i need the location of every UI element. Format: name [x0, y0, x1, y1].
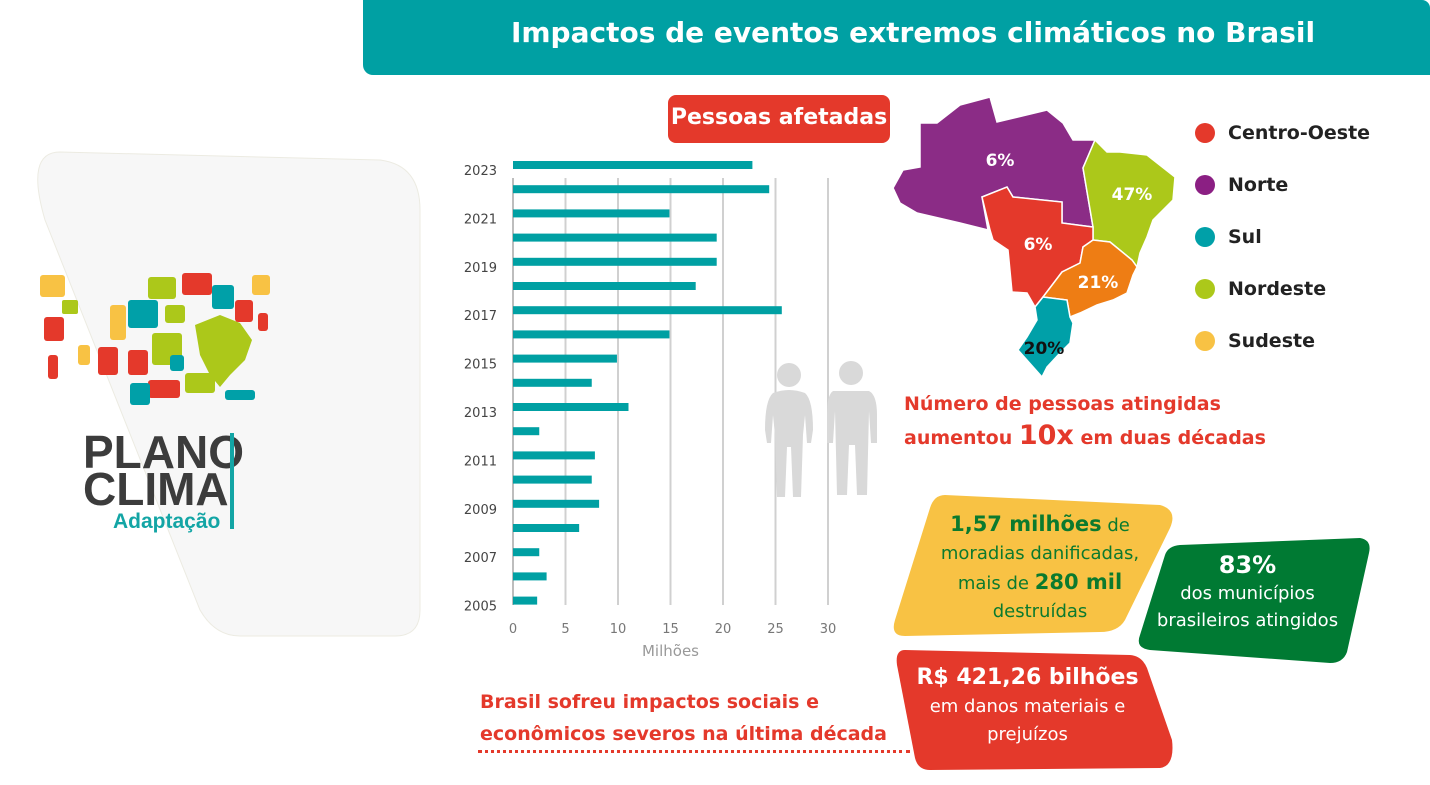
y-tick-label: 2013 [464, 406, 497, 421]
legend-label: Nordeste [1228, 278, 1327, 300]
damages-amount: R$ 421,26 bilhões [916, 665, 1139, 690]
summary-text: Brasil sofreu impactos sociais e econômi… [480, 686, 887, 750]
bar-2016 [513, 330, 670, 339]
chart-badge: Pessoas afetadas [668, 95, 890, 143]
bar-2013 [513, 403, 629, 411]
x-tick-label: 0 [509, 622, 517, 637]
bar-2005 [513, 596, 538, 605]
housing-text-4: destruídas [992, 601, 1088, 622]
legend-swatch [1195, 175, 1215, 195]
plano-clima-logo: PLANO CLIMA Adaptação [20, 255, 290, 535]
bar-2007 [513, 548, 540, 557]
bar-2014 [513, 378, 592, 387]
bar-2019 [513, 257, 717, 266]
legend-label: Norte [1228, 174, 1289, 196]
y-tick-label: 2019 [464, 261, 497, 276]
municipalities-text-2: brasileiros atingidos [1156, 610, 1339, 631]
bar-2015 [513, 354, 617, 363]
x-tick-label: 20 [715, 622, 732, 637]
summary-line1: Brasil sofreu impactos sociais e [480, 691, 819, 713]
bar-2009 [513, 499, 600, 508]
bar-2012 [513, 427, 540, 436]
legend-swatch [1195, 279, 1215, 299]
damages-text-1: em danos materiais e [929, 696, 1126, 717]
x-axis-label: Milhões [642, 642, 699, 660]
legend-label: Sudeste [1228, 330, 1315, 352]
people-note-pre: aumentou [904, 427, 1019, 449]
y-tick-label: 2015 [464, 358, 497, 373]
housing-text-3: mais de [957, 573, 1035, 594]
x-tick-label: 30 [820, 622, 837, 637]
x-tick-label: 5 [561, 622, 569, 637]
bar-2021 [513, 209, 670, 218]
housing-text-1: de [1101, 515, 1130, 536]
logo-plano: PLANO [83, 426, 244, 478]
damages-card: R$ 421,26 bilhões em danos materiais e p… [900, 663, 1155, 749]
logo-clima: CLIMA [83, 463, 229, 515]
x-tick-label: 25 [767, 622, 784, 637]
municipalities-card-shape [1138, 538, 1370, 663]
people-note-multiplier: 10x [1018, 420, 1074, 451]
legend-label: Centro-Oeste [1228, 122, 1371, 144]
people-note-line1: Número de pessoas atingidas [904, 393, 1221, 415]
housing-card-shape [893, 495, 1173, 636]
globe-logo-icon [40, 273, 270, 405]
y-tick-label: 2007 [464, 551, 497, 566]
legend-item-centro-oeste: Centro-Oeste [1195, 122, 1370, 144]
page-title: Impactos de eventos extremos climáticos … [510, 16, 1316, 49]
bar-2018 [513, 282, 696, 290]
housing-text-2: moradias danificadas, [940, 543, 1140, 564]
people-note-line2: aumentou 10x em duas décadas [904, 420, 1266, 454]
legend-item-nordeste: Nordeste [1195, 278, 1326, 300]
bar-2017 [513, 306, 782, 315]
bar-2010 [513, 475, 592, 484]
bar-2008 [513, 524, 580, 532]
legend-swatch [1195, 123, 1215, 143]
logo-adaptacao: Adaptação [113, 510, 221, 533]
people-note-post: em duas décadas [1073, 427, 1266, 449]
municipalities-card: 83% dos municípios brasileiros atingidos [1140, 550, 1355, 634]
housing-destroyed-count: 280 mil [1034, 570, 1123, 594]
legend-swatch [1195, 227, 1215, 247]
people-note: Número de pessoas atingidas aumentou 10x… [904, 388, 1266, 454]
bar-2011 [513, 451, 595, 460]
bar-2020 [513, 233, 717, 242]
people-icon [765, 361, 877, 497]
housing-card: 1,57 milhões de moradias danificadas, ma… [905, 510, 1175, 626]
x-tick-label: 10 [610, 622, 627, 637]
y-tick-label: 2009 [464, 503, 497, 518]
legend-swatch [1195, 331, 1215, 351]
municipalities-text-1: dos municípios [1180, 583, 1315, 604]
logo-divider [230, 433, 234, 529]
y-tick-label: 2011 [464, 454, 497, 469]
y-tick-label: 2005 [464, 600, 497, 615]
y-tick-label: 2023 [464, 164, 497, 179]
legend-item-sul: Sul [1195, 226, 1262, 248]
bar-2022 [513, 185, 770, 194]
housing-damaged-count: 1,57 milhões [950, 512, 1102, 536]
legend-item-norte: Norte [1195, 174, 1288, 196]
bar-2006 [513, 572, 547, 581]
header-bar: Impactos de eventos extremos climáticos … [363, 0, 1430, 75]
summary-line2: econômicos severos na última década [480, 723, 887, 745]
damages-text-2: prejuízos [987, 724, 1068, 745]
legend-label: Sul [1228, 226, 1262, 248]
bar-chart: 0 5 10 15 20 25 30 2023 2021 2019 2017 2015 2013 2011… [464, 161, 837, 660]
y-tick-label: 2021 [464, 212, 497, 227]
bar-2023 [513, 161, 753, 169]
municipalities-percent: 83% [1218, 551, 1277, 579]
damages-card-shape [896, 650, 1173, 770]
y-tick-label: 2017 [464, 309, 497, 324]
x-tick-label: 15 [662, 622, 679, 637]
summary-dotted-line [478, 750, 910, 753]
legend-item-sudeste: Sudeste [1195, 330, 1315, 352]
